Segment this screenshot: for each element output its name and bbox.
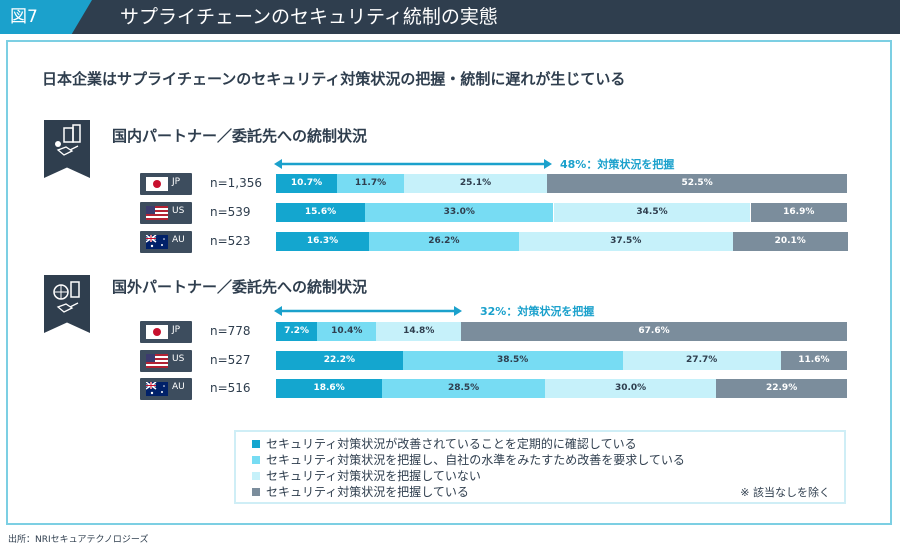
jp-flag-icon [146, 325, 168, 339]
legend: セキュリティ対策状況が改善されていることを定期的に確認している セキュリティ対策… [234, 430, 846, 504]
content-panel [6, 40, 892, 525]
country-tag-us: US [140, 202, 192, 224]
chart-subtitle: 日本企業はサプライチェーンのセキュリティ対策状況の把握・統制に遅れが生じている [42, 70, 626, 88]
legend-label: セキュリティ対策状況が改善されていることを定期的に確認している [266, 437, 637, 451]
section-title-overseas: 国外パートナー／委託先への統制状況 [112, 278, 368, 296]
bar-segment: 22.2% [276, 351, 403, 370]
bar-segment: 37.5% [518, 232, 733, 251]
legend-swatch [252, 440, 260, 448]
country-code: JP [172, 177, 181, 187]
overseas-range-arrow [274, 306, 462, 316]
legend-swatch [252, 488, 260, 496]
legend-item: セキュリティ対策状況を把握している [252, 485, 469, 500]
legend-swatch [252, 456, 260, 464]
legend-note: ※ 該当なしを除く [740, 486, 830, 499]
bar-segment: 34.5% [553, 203, 751, 222]
legend-label: セキュリティ対策状況を把握している [266, 485, 469, 499]
bar-segment: 33.0% [365, 203, 554, 222]
country-code: JP [172, 325, 181, 335]
figure-label: 図7 [0, 0, 92, 34]
bar-segment: 26.2% [369, 232, 519, 251]
sample-size-label: n=778 [210, 324, 251, 338]
bar-segment: 22.9% [716, 379, 847, 398]
bar-segment: 14.8% [376, 322, 461, 341]
bar-segment: 20.1% [732, 232, 848, 251]
country-tag-au: AU [140, 231, 192, 253]
sample-size-label: n=539 [210, 205, 251, 219]
us-flag-icon [146, 354, 168, 368]
legend-label: セキュリティ対策状況を把握していない [266, 469, 481, 483]
bar-segment: 15.6% [276, 203, 366, 222]
us-flag-icon [146, 206, 168, 220]
country-code: US [172, 206, 185, 216]
bar-segment: 30.0% [544, 379, 717, 398]
legend-item: セキュリティ対策状況を把握していない [252, 469, 481, 484]
source-credit: 出所：NRIセキュアテクノロジーズ [8, 535, 149, 545]
section-title-domestic: 国内パートナー／委託先への統制状況 [112, 127, 368, 145]
bar-segment: 28.5% [382, 379, 545, 398]
bar-segment: 16.9% [750, 203, 847, 222]
country-tag-au: AU [140, 378, 192, 400]
sample-size-label: n=516 [210, 381, 251, 395]
au-flag-icon [146, 382, 168, 396]
domestic-annotation: 48%：対策状況を把握 [560, 158, 675, 171]
country-code: US [172, 354, 185, 364]
bar-segment: 10.7% [276, 174, 338, 193]
bar-segment: 38.5% [402, 351, 623, 370]
country-code: AU [172, 382, 185, 392]
header-bar: 図7 サプライチェーンのセキュリティ統制の実態 [0, 0, 900, 34]
bar-segment: 18.6% [276, 379, 383, 398]
country-tag-jp: JP [140, 321, 192, 343]
jp-flag-icon [146, 177, 168, 191]
country-tag-us: US [140, 350, 192, 372]
sample-size-label: n=523 [210, 234, 251, 248]
overseas-annotation: 32%：対策状況を把握 [480, 305, 595, 318]
bar-segment: 11.6% [780, 351, 847, 370]
legend-swatch [252, 472, 260, 480]
bar-segment: 67.6% [461, 322, 847, 341]
sample-size-label: n=527 [210, 353, 251, 367]
legend-item: セキュリティ対策状況を把握し、自社の水準をみたすため改善を要求している [252, 453, 685, 468]
au-flag-icon [146, 235, 168, 249]
page-title: サプライチェーンのセキュリティ統制の実態 [120, 6, 498, 28]
bar-segment: 7.2% [276, 322, 318, 341]
bar-segment: 10.4% [317, 322, 377, 341]
bar-segment: 11.7% [337, 174, 404, 193]
sample-size-label: n=1,356 [210, 176, 263, 190]
bar-segment: 25.1% [403, 174, 548, 193]
bar-segment: 16.3% [276, 232, 370, 251]
bar-segment: 27.7% [622, 351, 781, 370]
bar-segment: 52.5% [547, 174, 847, 193]
country-code: AU [172, 235, 185, 245]
country-tag-jp: JP [140, 173, 192, 195]
legend-item: セキュリティ対策状況が改善されていることを定期的に確認している [252, 437, 637, 452]
legend-label: セキュリティ対策状況を把握し、自社の水準をみたすため改善を要求している [266, 453, 685, 467]
domestic-range-arrow [274, 159, 552, 169]
